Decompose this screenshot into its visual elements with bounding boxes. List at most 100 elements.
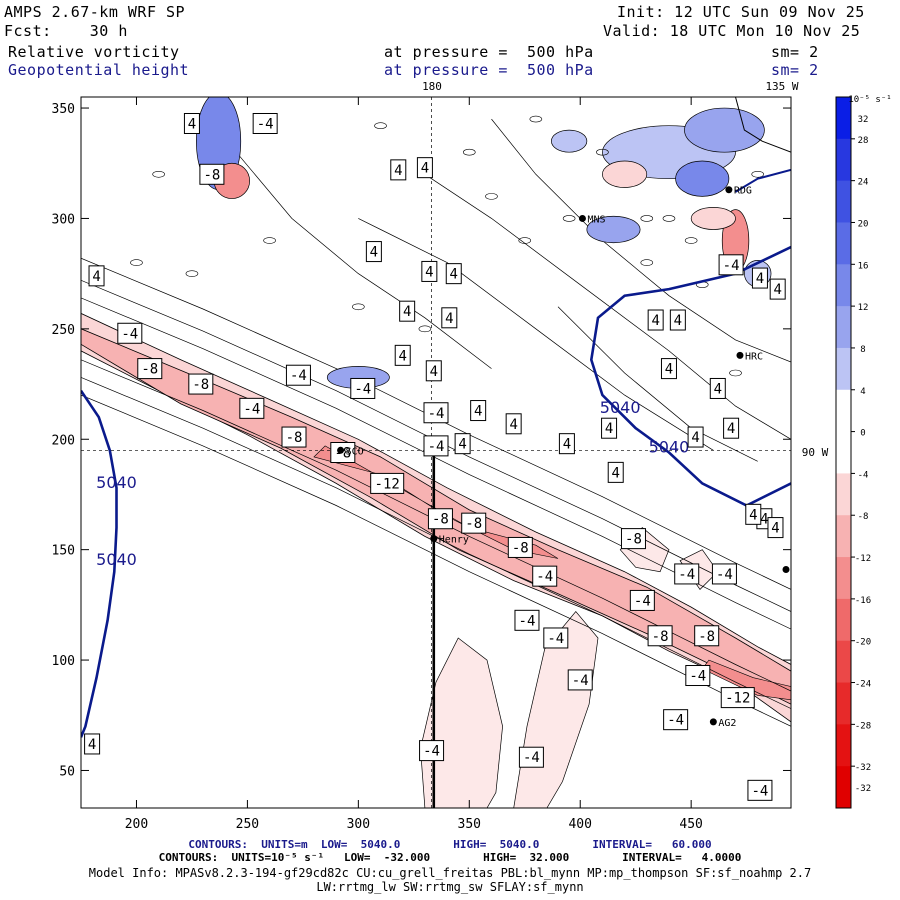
station-dot [709, 718, 717, 726]
vorticity-label-text: -4 [519, 613, 536, 629]
colorbar-tick-label: -12 [855, 554, 871, 564]
vorticity-value-label: -12 [720, 687, 755, 709]
vorticity-speck [640, 259, 654, 266]
coastline [735, 97, 791, 153]
vorticity-label-box [663, 709, 689, 731]
vorticity-label-text: 4 [421, 161, 429, 177]
vorticity-label-box [505, 413, 522, 435]
colorbar-tick-label: -20 [855, 638, 871, 648]
vorticity-speck [684, 237, 698, 244]
vorticity-speck [751, 170, 765, 178]
vorticity-label-box [685, 665, 711, 687]
vorticity-label-box [117, 322, 143, 344]
vorticity-value-label: 4 [687, 426, 704, 448]
colorbar-tick-label: 20 [858, 219, 869, 229]
vorticity-blob [684, 107, 765, 153]
vorticity-speck [462, 148, 476, 156]
vorticity-label-box [365, 241, 382, 263]
station-dot [337, 446, 345, 454]
vorticity-label-text: 4 [756, 271, 764, 287]
vorticity-label-box [660, 358, 677, 380]
vorticity-label-text: 4 [563, 437, 571, 453]
vorticity-contour-line [491, 118, 791, 363]
vorticity-value-label: -4 [117, 322, 143, 344]
plot-frame [80, 96, 792, 809]
vorticity-value-label: 4 [558, 433, 575, 455]
colorbar-tick-label: 32 [858, 115, 869, 125]
vorticity-speck [130, 259, 143, 266]
vorticity-speck [640, 215, 654, 222]
vorticity-label-box [84, 733, 101, 755]
vorticity-value-label: -4 [685, 665, 711, 687]
vorticity-value-label: 4 [723, 417, 740, 439]
vorticity-label-text: -4 [428, 439, 445, 455]
vorticity-label-text: 4 [749, 507, 757, 523]
vorticity-value-label: 4 [660, 358, 677, 380]
x-tick-label: 300 [347, 817, 370, 832]
vorticity-label-box [441, 307, 458, 329]
height-label-5040: 5040 [96, 473, 137, 492]
station-sco: SCO [337, 446, 364, 457]
vorticity-label-text: -4 [667, 713, 684, 729]
vorticity-value-label: -8 [647, 625, 673, 647]
vorticity-value-label: 4 [454, 433, 471, 455]
colorbar-swatch [836, 640, 851, 684]
vorticity-contour-line [81, 297, 791, 630]
vorticity-label-text: -4 [634, 593, 651, 609]
meridian-label-180: 180 [422, 80, 442, 93]
vorticity-speck [529, 115, 543, 123]
colorbar-tick-label: 28 [858, 136, 869, 146]
colorbar-swatch [836, 557, 851, 600]
vorticity-label-text: 4 [773, 282, 781, 298]
vorticity-contour-line [424, 174, 791, 440]
vorticity-value-label: -4 [629, 589, 655, 611]
header-init: Init: 12 UTC Sun 09 Nov 25 [617, 3, 865, 21]
colorbar-tick-label: -4 [858, 470, 869, 480]
colorbar-tick-label: 4 [860, 387, 865, 397]
colorbar-frame [835, 96, 852, 809]
vorticity-label-text: -8 [512, 540, 529, 556]
vorticity-label-text: 4 [509, 417, 517, 433]
vorticity-value-label: -8 [461, 512, 487, 534]
vorticity-label-text: 4 [605, 421, 613, 437]
vorticity-speck [485, 193, 498, 200]
vorticity-label-text: -8 [625, 532, 642, 548]
vorticity-label-text: -8 [192, 377, 209, 393]
vorticity-label-text: -4 [523, 750, 540, 766]
height-label-5040: 5040 [96, 550, 137, 569]
colorbar-swatch [836, 97, 851, 140]
vorticity-speck [518, 237, 532, 244]
vorticity-label-text: -8 [286, 430, 303, 446]
vorticity-value-label: 4 [769, 278, 786, 300]
vorticity-value-label: 4 [421, 260, 438, 282]
colorbar-tick-label: 8 [860, 345, 865, 355]
vorticity-label-text: -4 [572, 673, 589, 689]
colorbar-swatch [836, 724, 851, 767]
vorticity-label-box [416, 157, 433, 179]
vorticity-label-text: -8 [465, 516, 482, 532]
colorbar-tick-label: -32 [855, 784, 871, 794]
height-label-5040: 5040 [600, 398, 641, 417]
vorticity-label-text: 4 [425, 264, 433, 280]
footer-model-info: Model Info: MPASv8.2.3-194-gf29cd82c CU:… [88, 866, 812, 880]
vorticity-value-label: -4 [350, 377, 376, 399]
vorticity-blob [602, 160, 648, 188]
vorticity-label-box [674, 563, 700, 585]
vorticity-label-text: -4 [243, 401, 260, 417]
colorbar-swatch [836, 598, 851, 642]
vorticity-speck [263, 237, 276, 244]
vorticity-label-text: 4 [665, 362, 673, 378]
vorticity-label-box [252, 112, 278, 134]
colorbar-tick-label: -16 [855, 596, 871, 606]
vorticity-value-label: 4 [709, 377, 726, 399]
station-label: HRC [745, 351, 763, 362]
vorticity-label-box [629, 589, 655, 611]
vorticity-label-box [532, 565, 558, 587]
vorticity-value-label: -4 [674, 563, 700, 585]
vorticity-value-label: 4 [399, 300, 416, 322]
colorbar-tick-label: -8 [858, 512, 869, 522]
y-tick-label: 300 [52, 212, 75, 227]
vorticity-speck [418, 325, 432, 333]
vorticity-label-text: 4 [474, 404, 482, 420]
vorticity-label-box [620, 528, 646, 550]
